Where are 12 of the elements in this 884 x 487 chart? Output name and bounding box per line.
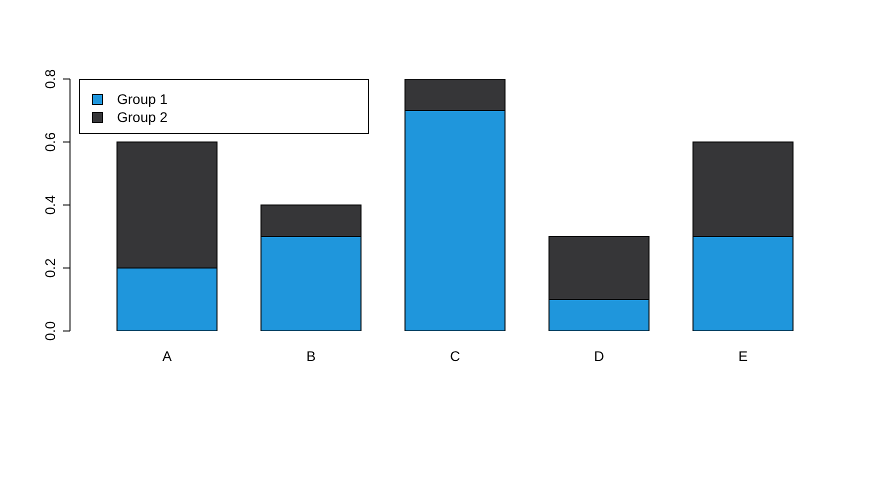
y-tick-label: 0.4 [42,195,58,215]
legend-label: Group 1 [117,91,168,107]
x-tick-label: E [738,348,748,364]
y-tick-label: 0.6 [42,132,58,152]
y-tick-label: 0.2 [42,258,58,278]
x-tick-label: B [306,348,316,364]
legend-label: Group 2 [117,109,168,125]
x-tick-label: C [450,348,460,364]
x-tick-label: D [594,348,604,364]
y-tick-label: 0.0 [42,321,58,341]
y-tick-label: 0.8 [42,69,58,89]
x-tick-label: A [162,348,172,364]
